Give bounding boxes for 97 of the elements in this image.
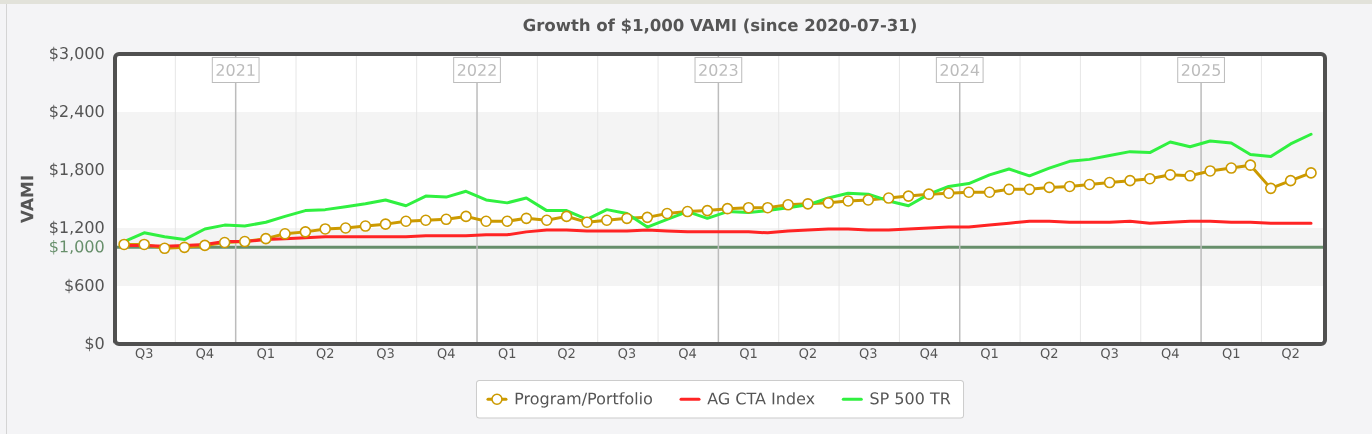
x-tick-label: Q3 bbox=[859, 348, 877, 360]
ref-line-label: $1,000 bbox=[50, 240, 104, 255]
point bbox=[178, 241, 191, 254]
x-tick-label: Q3 bbox=[618, 348, 636, 360]
point bbox=[520, 212, 533, 225]
x-tick-label: Q1 bbox=[740, 348, 757, 360]
x-tick-label: Q1 bbox=[981, 348, 998, 360]
point bbox=[902, 190, 915, 203]
point bbox=[882, 192, 895, 205]
legend-label: SP 500 TR bbox=[870, 392, 951, 405]
point bbox=[701, 205, 714, 217]
point bbox=[1144, 173, 1156, 185]
y-tick-label: $1,200 bbox=[50, 221, 104, 236]
point bbox=[199, 239, 211, 252]
x-tick-label: Q4 bbox=[1161, 348, 1179, 360]
x-tick-label: Q1 bbox=[257, 348, 274, 360]
point bbox=[1063, 180, 1076, 193]
x-tick-label: Q1 bbox=[1222, 348, 1240, 360]
point bbox=[319, 223, 332, 236]
point bbox=[1043, 181, 1056, 194]
x-tick-label: Q1 bbox=[498, 348, 516, 360]
point bbox=[1023, 183, 1036, 196]
point bbox=[1284, 175, 1297, 187]
y-axis-title: VAMI bbox=[20, 176, 34, 224]
x-tick-label: Q3 bbox=[377, 348, 394, 360]
point bbox=[359, 220, 372, 233]
y-tick-label: $1,800 bbox=[50, 163, 104, 178]
point bbox=[842, 195, 854, 207]
point bbox=[1184, 170, 1196, 182]
point bbox=[782, 199, 794, 211]
point bbox=[721, 203, 734, 215]
point bbox=[279, 228, 291, 240]
point bbox=[1124, 175, 1136, 187]
point bbox=[600, 214, 613, 227]
x-tick-label: Q2 bbox=[1040, 348, 1058, 360]
point bbox=[942, 187, 955, 200]
x-tick-label: Q4 bbox=[920, 348, 938, 360]
point bbox=[621, 212, 633, 225]
point bbox=[1225, 162, 1238, 175]
point bbox=[158, 242, 171, 255]
point bbox=[661, 207, 673, 220]
point bbox=[1265, 182, 1277, 195]
ref-line-label: 2025 bbox=[1181, 64, 1221, 77]
point bbox=[440, 213, 452, 226]
point bbox=[1204, 165, 1216, 178]
point bbox=[963, 186, 975, 199]
point bbox=[138, 238, 150, 251]
ref-line-label: 2022 bbox=[457, 64, 496, 77]
x-tick-label: Q2 bbox=[558, 348, 575, 360]
point bbox=[802, 198, 814, 210]
point bbox=[218, 236, 231, 249]
point bbox=[641, 211, 654, 224]
point bbox=[480, 215, 492, 228]
x-tick-label: Q2 bbox=[1282, 348, 1299, 360]
point bbox=[260, 233, 272, 245]
x-tick-label: Q4 bbox=[679, 348, 697, 360]
point bbox=[1244, 159, 1257, 172]
point bbox=[339, 222, 352, 235]
point bbox=[923, 188, 935, 201]
x-tick-label: Q4 bbox=[196, 348, 214, 360]
point bbox=[761, 202, 774, 214]
y-tick-label: $2,400 bbox=[50, 105, 104, 120]
point bbox=[379, 218, 392, 231]
point bbox=[581, 216, 593, 229]
point bbox=[681, 206, 694, 218]
y-tick-label: $3,000 bbox=[50, 47, 104, 62]
point bbox=[1083, 178, 1096, 191]
point bbox=[118, 238, 130, 251]
point bbox=[1305, 167, 1317, 179]
chart-title: Growth of $1,000 VAMI (since 2020-07-31) bbox=[523, 18, 916, 34]
point bbox=[460, 210, 472, 223]
point bbox=[742, 202, 755, 214]
point bbox=[400, 215, 412, 228]
y-tick-label: $600 bbox=[65, 279, 104, 294]
x-tick-label: Q3 bbox=[1101, 348, 1118, 360]
point bbox=[419, 214, 432, 227]
point bbox=[1003, 183, 1015, 196]
point bbox=[983, 186, 996, 199]
legend-label: Program/Portfolio bbox=[515, 392, 652, 408]
point bbox=[862, 194, 875, 207]
point bbox=[822, 197, 835, 209]
y-tick-label: $0 bbox=[85, 337, 104, 352]
point bbox=[501, 215, 513, 228]
point bbox=[1103, 177, 1116, 189]
point bbox=[1164, 169, 1177, 181]
point bbox=[299, 226, 312, 238]
point bbox=[560, 210, 573, 223]
ref-line-label: 2021 bbox=[216, 64, 255, 77]
point bbox=[540, 214, 553, 227]
x-tick-label: Q2 bbox=[316, 348, 334, 360]
point bbox=[238, 235, 251, 248]
legend-label: AG CTA Index bbox=[707, 392, 815, 405]
ref-line-label: 2024 bbox=[940, 64, 980, 77]
x-tick-label: Q4 bbox=[437, 348, 455, 360]
ref-line-label: 2023 bbox=[699, 64, 738, 77]
x-tick-label: Q2 bbox=[799, 348, 816, 360]
x-tick-label: Q3 bbox=[135, 348, 153, 360]
